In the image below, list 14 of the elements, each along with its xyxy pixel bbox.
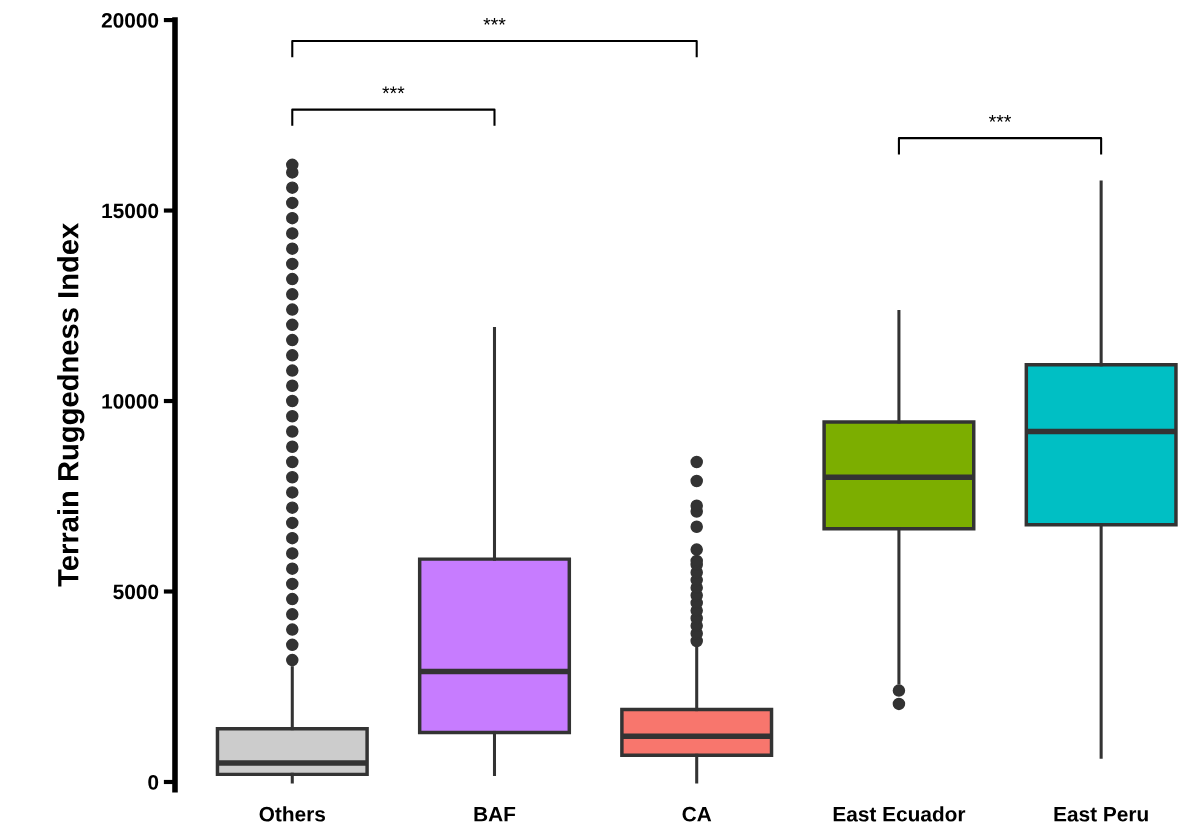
annotation: *** [988, 115, 1012, 122]
x-tick-label: Others [259, 806, 325, 822]
annotation: *** [382, 86, 405, 94]
y-tick-label: 0 [148, 774, 159, 790]
y-axis-title: Terrain Ruggedness Index [57, 222, 85, 587]
x-tick-label: BAF [474, 807, 516, 822]
x-tick-label: East Peru [1054, 807, 1148, 822]
y-tick-label: 20000 [101, 13, 159, 28]
y-tick-label: 10000 [102, 394, 159, 409]
x-tick-label: CA [682, 806, 712, 822]
y-tick-label: 5000 [113, 584, 159, 600]
annotation: *** [483, 17, 506, 25]
x-tick-label: East Ecuador [833, 806, 966, 822]
y-tick-label: 15000 [102, 203, 159, 219]
